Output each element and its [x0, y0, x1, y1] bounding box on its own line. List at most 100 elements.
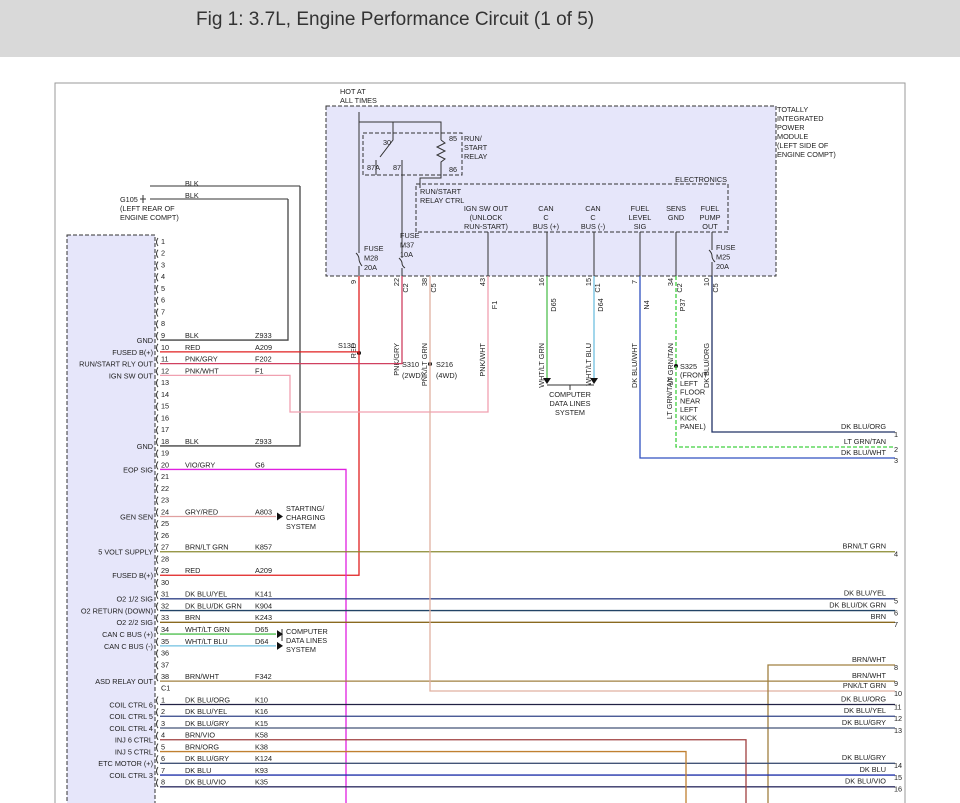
label: S325	[680, 362, 697, 371]
label: 38	[161, 672, 169, 681]
label: IGN SW OUT	[464, 204, 509, 213]
pin-bracket	[156, 508, 159, 517]
pin-bracket	[156, 578, 159, 588]
label: K38	[255, 742, 268, 751]
relay-coil	[359, 121, 447, 188]
output-number: 9	[894, 679, 898, 688]
pin-bracket	[156, 261, 159, 270]
circuit-label: F1	[490, 301, 499, 310]
label: DATA LINES	[286, 636, 327, 645]
label: CAN	[585, 204, 600, 213]
label: 34	[161, 625, 169, 634]
label: FUSED B(+)	[112, 348, 153, 357]
circuit-label: D65	[549, 298, 558, 311]
label: O2 RETURN (DOWN)	[81, 606, 153, 615]
label: ENGINE COMPT)	[777, 150, 836, 159]
wire-label: RED	[349, 343, 358, 358]
wire	[160, 750, 687, 803]
pin-bracket	[156, 590, 159, 600]
label: K58	[255, 731, 268, 740]
label: GND	[668, 213, 684, 222]
label: K904	[255, 601, 272, 610]
output-number: 13	[894, 726, 902, 735]
label: RED	[185, 566, 200, 575]
output-number: 12	[894, 714, 902, 723]
label: BRN/VIO	[185, 731, 215, 740]
label: M37	[400, 240, 414, 249]
pin-bracket	[156, 566, 159, 576]
relay-contact	[375, 160, 403, 276]
pin-number: 16	[537, 278, 546, 286]
wire	[711, 276, 895, 433]
pin-bracket	[156, 343, 159, 353]
label: M28	[364, 253, 378, 262]
pin-bracket	[156, 484, 159, 494]
wire-label: DK BLU	[860, 765, 886, 774]
pin-bracket	[156, 355, 159, 364]
label: CAN	[538, 204, 553, 213]
label: 10A	[400, 250, 413, 259]
tipm-box	[325, 105, 777, 277]
wire	[160, 186, 301, 447]
connector: C2	[401, 283, 410, 292]
label: A803	[255, 507, 272, 516]
label: (4WD)	[436, 371, 457, 380]
label: 19	[161, 449, 169, 458]
pin-bracket	[156, 378, 159, 388]
label: 32	[161, 601, 169, 610]
output-wire	[487, 232, 677, 276]
label: NEAR	[680, 396, 700, 405]
output-number: 1	[894, 430, 898, 439]
pin-number: 34	[666, 278, 675, 286]
label: PNK/WHT	[185, 366, 219, 375]
wire-label: DK BLU/ORG	[702, 343, 711, 388]
label: IGN SW OUT	[109, 371, 154, 380]
label: ETC MOTOR (+)	[98, 759, 153, 768]
label: BRN/ORG	[185, 742, 219, 751]
wire-label: WHT/LT GRN	[537, 343, 546, 388]
label: SYSTEM	[555, 408, 585, 417]
label: ASD RELAY OUT	[95, 677, 153, 686]
label: BRN	[185, 613, 200, 622]
label: COMPUTER	[549, 390, 591, 399]
label: 7	[161, 766, 165, 775]
label: FUSE	[400, 231, 420, 240]
label: 17	[161, 425, 169, 434]
label: DK BLU/VIO	[185, 778, 226, 787]
label: OUT	[702, 222, 718, 231]
connector: C5	[429, 283, 438, 292]
label: SENS	[666, 204, 686, 213]
label: INJ 6 CTRL	[115, 736, 153, 745]
label: START	[464, 143, 488, 152]
label: COMPUTER	[286, 627, 328, 636]
wire-label: DK BLU/WHT	[630, 342, 639, 388]
label: C	[543, 213, 548, 222]
label: CAN C BUS (+)	[102, 630, 153, 639]
label: 22	[161, 484, 169, 493]
label: 16	[161, 413, 169, 422]
connector: C5	[711, 283, 720, 292]
arrow	[277, 512, 283, 521]
label: 4	[161, 272, 165, 281]
pin-bracket	[156, 531, 159, 541]
label: GEN SEN	[120, 512, 153, 521]
label: FUSE	[364, 244, 384, 253]
label: RED	[185, 343, 200, 352]
relay-pin: 86	[449, 165, 457, 174]
pcm-box	[66, 234, 156, 803]
ground-wire	[140, 185, 300, 203]
wire	[429, 276, 895, 692]
label: 28	[161, 554, 169, 563]
label: PUMP	[699, 213, 720, 222]
label: 21	[161, 472, 169, 481]
label: 5	[161, 284, 165, 293]
circuit-label: N4	[642, 300, 651, 309]
label: 3	[161, 719, 165, 728]
label: D65	[255, 625, 268, 634]
label: (2WD)	[402, 371, 423, 380]
pin-number: 7	[630, 280, 639, 284]
pin-bracket	[156, 308, 159, 317]
label: C	[590, 213, 595, 222]
